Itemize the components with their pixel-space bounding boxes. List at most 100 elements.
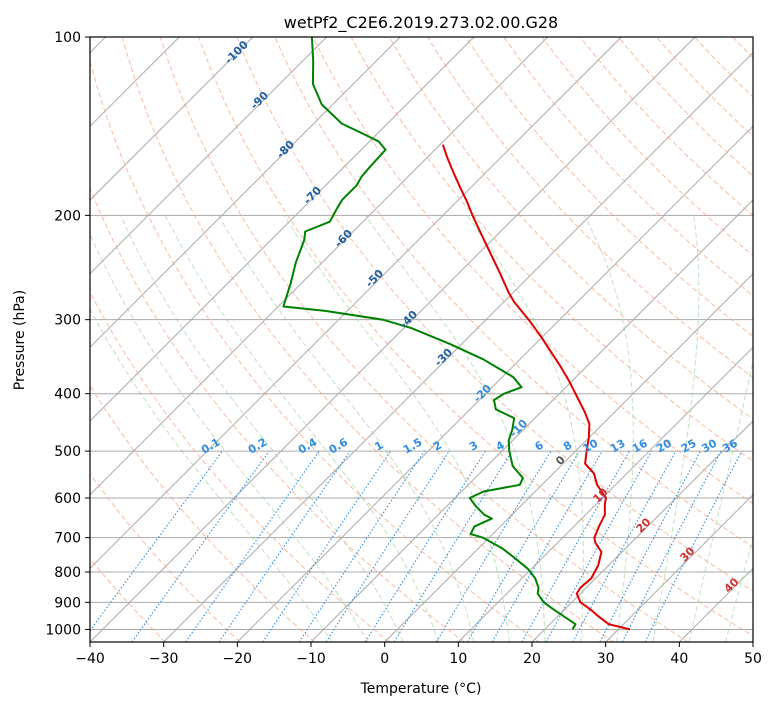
dry-adiabat-label: -20 xyxy=(471,382,494,405)
dry-adiabat-label: -60 xyxy=(332,227,355,250)
y-tick-label: 900 xyxy=(54,595,81,611)
mixing-ratio-line xyxy=(393,450,513,642)
mixing-ratio-label: 20 xyxy=(654,436,674,455)
dry-adiabat xyxy=(90,59,540,642)
y-tick-label: 200 xyxy=(54,208,81,224)
dry-adiabat xyxy=(90,291,390,642)
y-tick-label: 100 xyxy=(54,30,81,46)
mixing-ratio-line xyxy=(572,450,677,642)
moist-adiabat xyxy=(652,215,700,642)
x-tick-label: 20 xyxy=(523,651,541,667)
dry-adiabat xyxy=(388,37,753,420)
moist-adiabat xyxy=(583,215,634,642)
mixing-ratio-line xyxy=(90,450,223,632)
axes-layer: −40 −30 −20 −10 0 10 20 30 40 50 100 200 300 400 500 60… xyxy=(45,30,762,667)
moist-adiabat xyxy=(90,308,333,642)
mixing-ratio-label: 0.2 xyxy=(246,436,269,457)
dry-adiabat-label: -80 xyxy=(274,138,297,161)
dry-adiabat-label: -90 xyxy=(248,89,271,112)
y-tick-label: 1000 xyxy=(45,622,81,638)
dry-adiabat xyxy=(732,37,753,59)
dry-adiabat xyxy=(236,37,753,592)
x-tick-label: −30 xyxy=(149,651,179,667)
dry-adiabat-label: -100 xyxy=(222,38,251,67)
isotherm-line xyxy=(90,37,696,642)
dry-adiabat-label: -30 xyxy=(432,346,455,369)
mixing-ratio-line xyxy=(545,450,653,642)
isotherm-line xyxy=(752,641,753,642)
mixing-ratio-line xyxy=(521,450,630,642)
mixing-ratio-line xyxy=(325,450,450,642)
mixing-ratio-line xyxy=(298,450,425,642)
line-labels-layer: 0.1 0.2 0.4 0.6 1 1.5 2 3 4 6 8 10 13 16 20 25 30 36-100-… xyxy=(199,38,742,596)
mixing-ratio-line xyxy=(644,450,743,642)
dry-adiabat xyxy=(90,186,465,642)
dry-adiabat xyxy=(90,472,241,642)
isotherm-line xyxy=(163,51,753,642)
x-tick-label: 50 xyxy=(744,651,762,667)
dry-adiabat-label: -50 xyxy=(363,267,386,290)
dry-adiabat xyxy=(503,37,753,297)
dry-adiabat xyxy=(90,557,166,642)
mixing-ratio-label: 0.1 xyxy=(199,436,222,457)
dry-adiabat xyxy=(198,37,753,637)
mixing-ratio-label: 30 xyxy=(699,436,719,455)
dry-adiabat-label: 20 xyxy=(634,515,654,535)
y-tick-label: 800 xyxy=(54,565,81,581)
y-tick-label: 600 xyxy=(54,491,81,507)
mixing-ratio-line xyxy=(599,450,701,642)
isotherm-line xyxy=(531,420,753,642)
isotherm-line xyxy=(605,493,753,642)
mixing-ratio-label: 25 xyxy=(679,437,699,456)
x-tick-label: 40 xyxy=(670,651,688,667)
moist-adiabat xyxy=(364,215,546,642)
dry-adiabat xyxy=(694,37,753,98)
mixing-ratio-line xyxy=(218,450,351,642)
plot-frame xyxy=(89,36,754,643)
x-axis-label: Temperature (°C) xyxy=(360,681,482,697)
isotherm-line xyxy=(90,37,254,201)
temperature-profile-line xyxy=(441,144,631,631)
mixing-ratio-line xyxy=(131,450,270,642)
dry-adiabat-label: 30 xyxy=(678,544,698,564)
mixing-ratio-line xyxy=(262,450,392,642)
y-tick-label: 500 xyxy=(54,444,81,460)
dry-adiabat-label: -70 xyxy=(301,184,324,207)
mixing-ratio-line xyxy=(435,450,552,642)
isotherm-line xyxy=(236,125,753,642)
mixing-ratio-line xyxy=(185,450,320,642)
y-tick-label: 700 xyxy=(54,531,81,547)
mixing-ratio-label: 1.5 xyxy=(401,436,424,457)
moist-adiabat xyxy=(218,215,475,642)
x-tick-label: −10 xyxy=(296,651,326,667)
y-tick-label: 300 xyxy=(54,313,81,329)
moist-adiabat xyxy=(90,232,369,642)
dry-adiabat xyxy=(121,37,614,642)
dry-adiabat xyxy=(656,37,753,138)
moist-adiabat xyxy=(164,215,439,642)
isotherm-line xyxy=(310,199,753,642)
dewpoint-profile-line xyxy=(282,37,577,630)
dry-adiabat xyxy=(350,37,753,462)
dry-adiabat xyxy=(274,37,753,548)
x-tick-label: 30 xyxy=(597,651,615,667)
isotherm-line xyxy=(90,37,328,275)
isotherm-line xyxy=(90,37,549,496)
y-tick-label: 400 xyxy=(54,387,81,403)
moist-adiabat xyxy=(688,358,753,642)
isotherm-line xyxy=(90,37,401,349)
isotherm-line xyxy=(90,37,622,570)
x-tick-label: 10 xyxy=(449,651,467,667)
chart-title: wetPf2_C2E6.2019.273.02.00.G28 xyxy=(284,13,558,33)
mixing-ratio-label: 0.4 xyxy=(296,435,320,456)
isotherm-line xyxy=(457,346,753,642)
mixing-ratio-label: 10 xyxy=(580,436,600,455)
dry-adiabat-label: -40 xyxy=(397,308,420,331)
lines-layer xyxy=(282,37,631,631)
moist-adiabat xyxy=(283,215,510,642)
mixing-ratio-line xyxy=(364,450,486,642)
grid-layer xyxy=(90,37,753,642)
mixing-ratio-line xyxy=(621,450,722,642)
dry-adiabat xyxy=(426,37,753,378)
